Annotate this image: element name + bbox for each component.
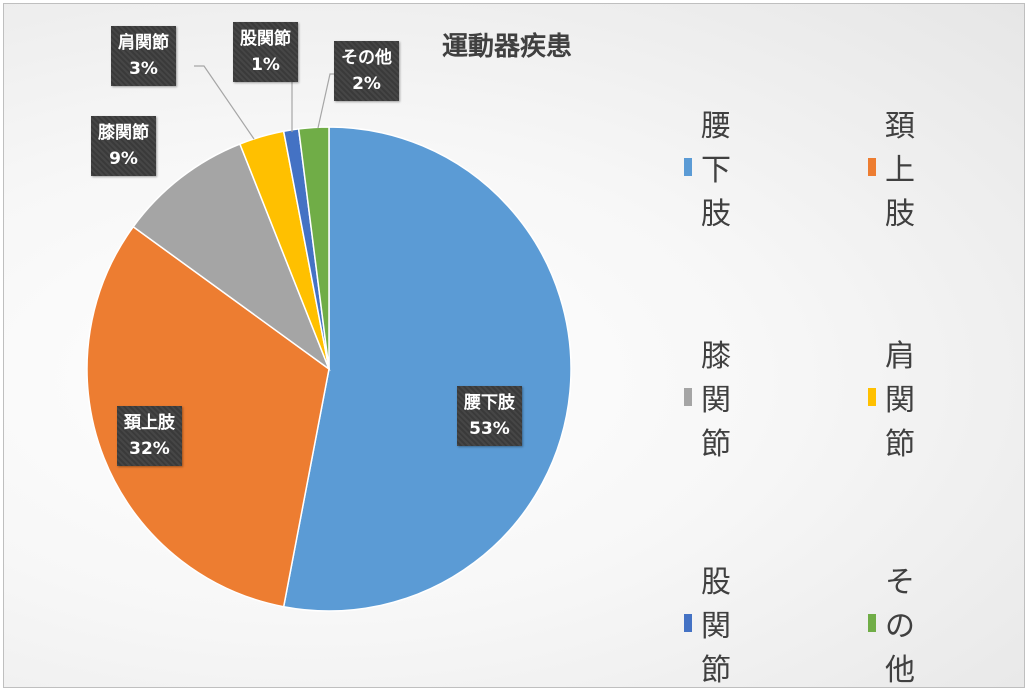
legend-label: 膝関節	[701, 339, 731, 462]
legend-label: 股関節	[701, 565, 731, 688]
pie-slice-5	[297, 126, 330, 370]
data-label-value: 53%	[469, 419, 510, 439]
data-label-value: 2%	[352, 74, 381, 94]
legend-swatch	[868, 388, 876, 406]
data-label-keijoushi: 頚上肢 32%	[117, 406, 182, 466]
data-label-value: 32%	[129, 439, 170, 459]
legend-label: 腰下肢	[701, 109, 731, 232]
legend-swatch	[684, 158, 692, 176]
data-label-kenkansetsu: 肩関節 3%	[111, 26, 176, 86]
legend-swatch	[684, 614, 692, 632]
pie-slice-2	[132, 143, 331, 372]
legend-swatch	[684, 388, 692, 406]
legend-item: 膝関節	[684, 331, 741, 463]
chart-frame: 運動器疾患 腰下肢 53% 頚上肢 32% 膝関節 9% 肩関節 3% 股関節 …	[3, 3, 1025, 688]
leader-line-2	[317, 73, 334, 129]
legend-label: 肩関節	[885, 339, 915, 462]
data-label-category: 肩関節	[118, 33, 169, 53]
data-label-value: 1%	[251, 55, 280, 75]
data-label-category: 腰下肢	[464, 393, 515, 413]
data-label-value: 3%	[129, 59, 158, 79]
legend-item: 頚上肢	[868, 101, 925, 233]
pie-slice-1	[86, 225, 330, 608]
legend-item: 腰下肢	[684, 101, 741, 233]
legend-swatch	[868, 158, 876, 176]
legend-swatch	[868, 614, 876, 632]
data-label-sonota: その他 2%	[334, 41, 399, 101]
pie-chart	[86, 65, 572, 612]
data-label-kokansetsu: 股関節 1%	[233, 22, 298, 82]
data-label-shitsukansetsu: 膝関節 9%	[91, 116, 156, 176]
data-label-category: 膝関節	[98, 123, 149, 143]
data-label-category: 頚上肢	[124, 413, 175, 433]
pie-slice-0	[282, 126, 572, 612]
data-label-category: その他	[341, 48, 392, 68]
legend-label: 頚上肢	[885, 109, 915, 232]
data-label-category: 股関節	[240, 29, 291, 49]
leader-line-0	[194, 65, 255, 140]
data-label-value: 9%	[109, 149, 138, 169]
legend-label: その他	[885, 565, 915, 688]
data-label-yokashi: 腰下肢 53%	[457, 386, 522, 446]
legend-item: その他	[868, 557, 925, 689]
chart-title: 運動器疾患	[442, 32, 573, 62]
legend-item: 肩関節	[868, 331, 925, 463]
legend-item: 股関節	[684, 557, 741, 689]
